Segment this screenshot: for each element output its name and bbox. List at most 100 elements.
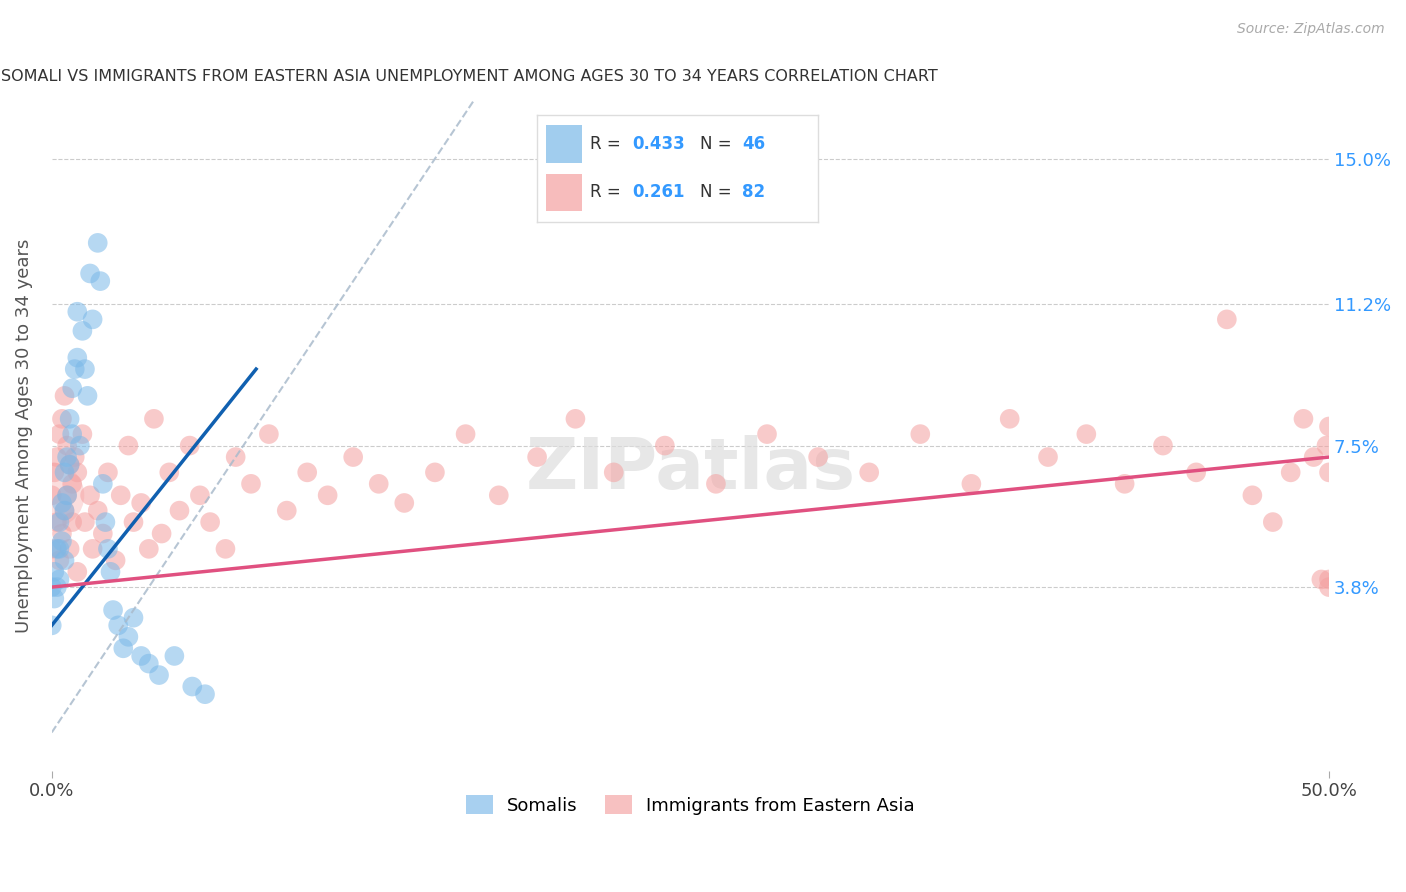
Point bbox=[910, 427, 932, 442]
Point bbox=[1317, 466, 1340, 480]
Legend: Somalis, Immigrants from Eastern Asia: Somalis, Immigrants from Eastern Asia bbox=[458, 789, 922, 822]
Point bbox=[194, 687, 217, 701]
Point bbox=[163, 648, 186, 663]
Point bbox=[56, 450, 79, 464]
Point bbox=[45, 515, 67, 529]
Point bbox=[454, 427, 477, 442]
Point bbox=[53, 466, 76, 480]
Point bbox=[1317, 419, 1340, 434]
Point bbox=[295, 466, 318, 480]
Point bbox=[367, 476, 389, 491]
Point bbox=[41, 541, 63, 556]
Point bbox=[44, 591, 66, 606]
Point bbox=[198, 515, 221, 529]
Point bbox=[53, 503, 76, 517]
Point bbox=[148, 668, 170, 682]
Point bbox=[240, 476, 263, 491]
Point bbox=[56, 439, 79, 453]
Point bbox=[45, 580, 67, 594]
Point bbox=[60, 381, 83, 395]
Point bbox=[82, 312, 104, 326]
Point bbox=[423, 466, 446, 480]
Point bbox=[89, 274, 111, 288]
Point bbox=[60, 515, 83, 529]
Point bbox=[181, 680, 204, 694]
Point bbox=[59, 541, 82, 556]
Point bbox=[45, 541, 67, 556]
Point bbox=[157, 466, 180, 480]
Point bbox=[41, 580, 63, 594]
Point bbox=[51, 526, 73, 541]
Point bbox=[150, 526, 173, 541]
Point bbox=[756, 427, 779, 442]
Point bbox=[73, 515, 96, 529]
Point bbox=[51, 534, 73, 549]
Point bbox=[51, 496, 73, 510]
Point bbox=[44, 466, 66, 480]
Point bbox=[63, 362, 86, 376]
Point bbox=[59, 458, 82, 472]
Point bbox=[79, 488, 101, 502]
Point bbox=[488, 488, 510, 502]
Point bbox=[807, 450, 830, 464]
Point bbox=[117, 630, 139, 644]
Point bbox=[53, 389, 76, 403]
Point bbox=[1076, 427, 1098, 442]
Point bbox=[56, 488, 79, 502]
Point bbox=[1185, 466, 1208, 480]
Point bbox=[97, 541, 120, 556]
Point bbox=[142, 412, 165, 426]
Point bbox=[225, 450, 247, 464]
Point bbox=[1279, 466, 1302, 480]
Point bbox=[60, 476, 83, 491]
Point bbox=[100, 565, 122, 579]
Point bbox=[257, 427, 280, 442]
Point bbox=[129, 648, 152, 663]
Point bbox=[1261, 515, 1284, 529]
Point bbox=[1152, 439, 1174, 453]
Point bbox=[117, 439, 139, 453]
Point bbox=[69, 439, 91, 453]
Point bbox=[122, 610, 145, 624]
Point bbox=[101, 603, 124, 617]
Point bbox=[394, 496, 416, 510]
Point bbox=[79, 267, 101, 281]
Point bbox=[91, 526, 114, 541]
Point bbox=[1241, 488, 1264, 502]
Point bbox=[72, 427, 94, 442]
Point bbox=[44, 565, 66, 579]
Point bbox=[138, 541, 160, 556]
Point bbox=[41, 488, 63, 502]
Point bbox=[564, 412, 586, 426]
Point bbox=[129, 496, 152, 510]
Point bbox=[704, 476, 727, 491]
Point bbox=[654, 439, 676, 453]
Point bbox=[110, 488, 132, 502]
Point bbox=[66, 565, 89, 579]
Point bbox=[91, 476, 114, 491]
Point bbox=[87, 235, 110, 250]
Y-axis label: Unemployment Among Ages 30 to 34 years: Unemployment Among Ages 30 to 34 years bbox=[15, 239, 32, 633]
Point bbox=[72, 324, 94, 338]
Point bbox=[56, 488, 79, 502]
Point bbox=[51, 412, 73, 426]
Point bbox=[45, 450, 67, 464]
Point bbox=[59, 412, 82, 426]
Point bbox=[48, 427, 70, 442]
Point bbox=[603, 466, 626, 480]
Point bbox=[59, 458, 82, 472]
Point bbox=[112, 641, 135, 656]
Point bbox=[41, 488, 63, 502]
Point bbox=[1317, 580, 1340, 594]
Point bbox=[342, 450, 364, 464]
Point bbox=[48, 573, 70, 587]
Text: Source: ZipAtlas.com: Source: ZipAtlas.com bbox=[1237, 22, 1385, 37]
Point bbox=[104, 553, 127, 567]
Point bbox=[858, 466, 880, 480]
Point bbox=[76, 389, 98, 403]
Point bbox=[66, 351, 89, 365]
Point bbox=[66, 304, 89, 318]
Point bbox=[1302, 450, 1324, 464]
Point bbox=[179, 439, 201, 453]
Point bbox=[1036, 450, 1059, 464]
